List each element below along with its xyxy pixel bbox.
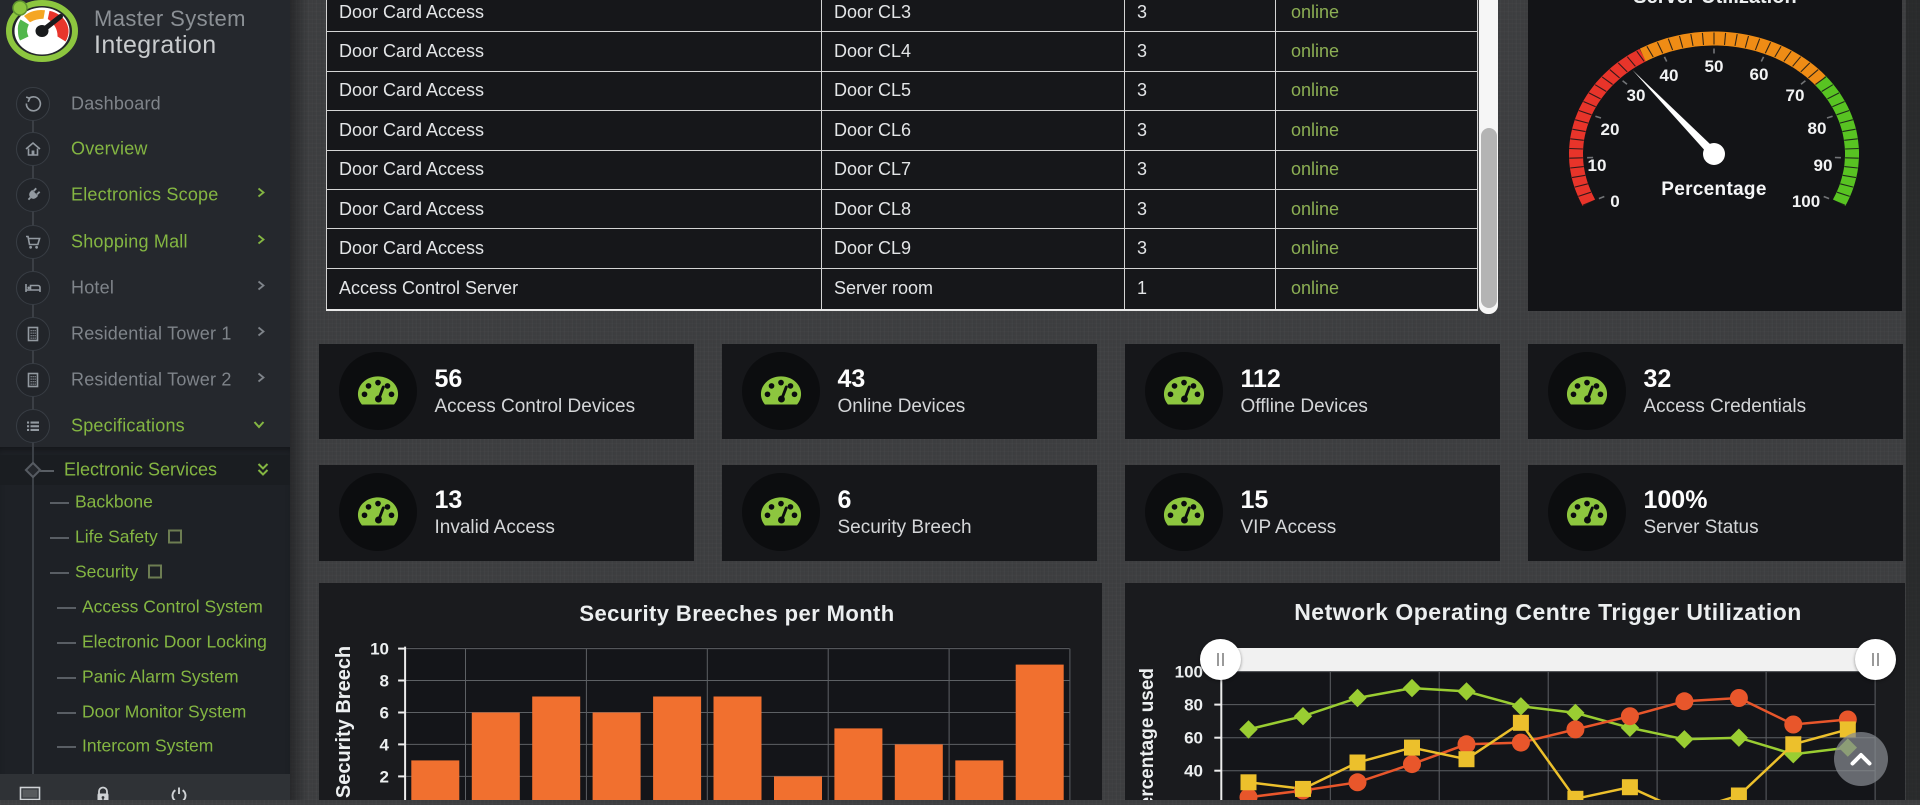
svg-text:10: 10 (1588, 156, 1607, 175)
svg-text:80: 80 (1184, 696, 1203, 715)
svg-text:90: 90 (1814, 156, 1833, 175)
svg-text:4: 4 (379, 735, 389, 754)
svg-text:20: 20 (1601, 120, 1620, 139)
svg-text:100: 100 (1792, 192, 1820, 211)
svg-text:Percentage: Percentage (1661, 179, 1766, 200)
svg-text:40: 40 (1660, 66, 1679, 85)
svg-text:0: 0 (1610, 192, 1619, 211)
svg-text:100: 100 (1174, 663, 1202, 682)
svg-text:Security Breeches per Month: Security Breeches per Month (579, 601, 894, 626)
svg-text:80: 80 (1808, 119, 1827, 138)
svg-text:6: 6 (379, 704, 388, 723)
svg-text:Security Breech: Security Breech (333, 646, 355, 798)
svg-text:10: 10 (370, 640, 389, 659)
svg-text:30: 30 (1627, 86, 1646, 105)
svg-text:70: 70 (1786, 86, 1805, 105)
svg-text:60: 60 (1184, 729, 1203, 748)
svg-text:2: 2 (379, 767, 388, 786)
svg-text:60: 60 (1750, 65, 1769, 84)
svg-text:Network Operating Centre Trigg: Network Operating Centre Trigger Utiliza… (1294, 599, 1802, 625)
svg-text:Percentage used: Percentage used (1137, 668, 1158, 800)
svg-text:8: 8 (379, 672, 388, 691)
svg-text:40: 40 (1184, 762, 1203, 781)
svg-text:50: 50 (1705, 57, 1724, 76)
